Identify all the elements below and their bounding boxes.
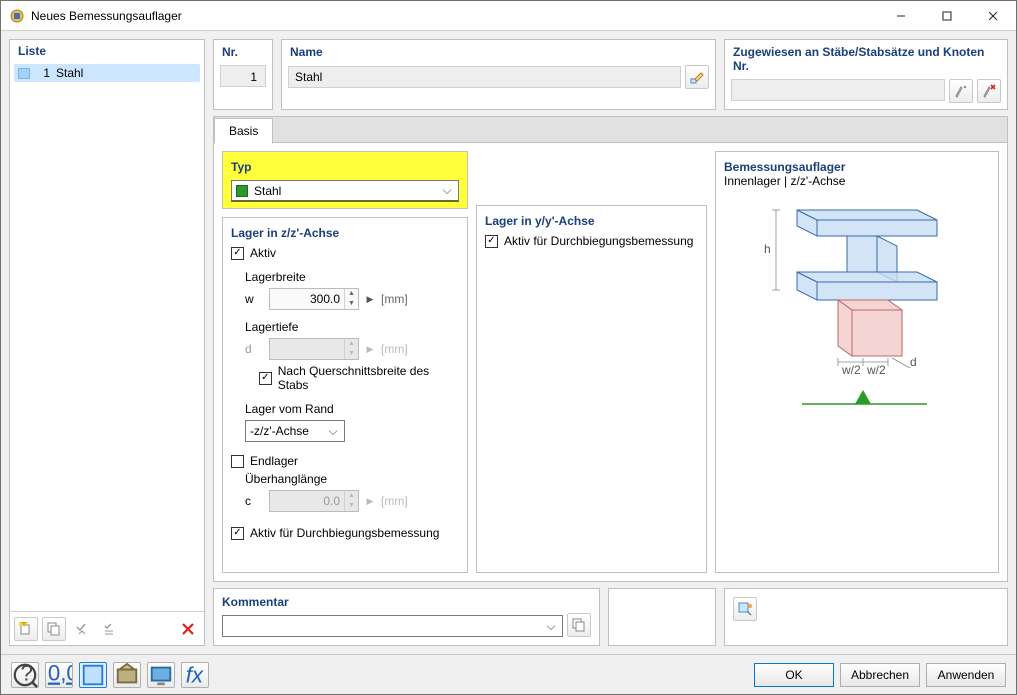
nach-stab-checkbox[interactable]: Nach Querschnittsbreite des Stabs [259, 364, 459, 392]
lager-z-title: Lager in z/z'-Achse [231, 226, 459, 240]
typ-title: Typ [231, 160, 459, 174]
edit-name-button[interactable] [685, 65, 709, 89]
w-play-icon[interactable]: ▶ [365, 294, 375, 305]
lagerbreite-label: Lagerbreite [245, 270, 459, 284]
svg-text:w/2: w/2 [841, 363, 861, 377]
w-input[interactable]: 300.0▲▼ [269, 288, 359, 310]
lager-vom-rand-label: Lager vom Rand [245, 402, 459, 416]
rand-dropdown[interactable]: -z/z'-Achse⌵ [245, 420, 345, 442]
units-button[interactable]: 0,00 [45, 662, 73, 688]
delete-button[interactable] [176, 617, 200, 641]
nr-label: Nr. [214, 40, 272, 63]
typ-color-swatch [236, 185, 248, 197]
c-play-icon: ▶ [365, 496, 375, 507]
preview-subtitle: Innenlager | z/z'-Achse [724, 174, 990, 188]
d-input: ▲▼ [269, 338, 359, 360]
help-button[interactable]: ? [11, 662, 39, 688]
w-label: w [245, 292, 263, 306]
ueberhang-label: Überhanglänge [245, 472, 459, 486]
svg-text:0,00: 0,00 [48, 662, 72, 686]
name-label: Name [282, 40, 715, 63]
d-unit: [mm] [381, 342, 408, 356]
view-button[interactable] [79, 662, 107, 688]
window-title: Neues Bemessungsauflager [31, 9, 878, 23]
copy-button[interactable] [42, 617, 66, 641]
cancel-button[interactable]: Abbrechen [840, 663, 920, 687]
d-label: d [245, 342, 263, 356]
typ-dropdown[interactable]: Stahl ⌵ [231, 180, 459, 202]
c-input: 0.0▲▼ [269, 490, 359, 512]
name-input[interactable] [288, 66, 681, 88]
list-item[interactable]: 1 Stahl [14, 64, 200, 82]
comment-dropdown[interactable]: ⌵ [222, 615, 563, 637]
aktiv-durchbiegung-y-checkbox[interactable]: Aktiv für Durchbiegungsbemessung [485, 234, 698, 248]
endlager-checkbox[interactable]: Endlager [231, 454, 459, 468]
list-item-number: 1 [36, 66, 50, 80]
assign-label: Zugewiesen an Stäbe/Stabsätze und Knoten… [725, 40, 1007, 77]
d-play-icon: ▶ [365, 344, 375, 355]
w-unit: [mm] [381, 292, 408, 306]
preview-diagram: h [724, 194, 990, 564]
svg-text:d: d [910, 355, 917, 369]
screen-button[interactable] [147, 662, 175, 688]
apply-button[interactable]: Anwenden [926, 663, 1006, 687]
close-button[interactable] [970, 1, 1016, 30]
tab-basis[interactable]: Basis [214, 118, 273, 144]
aktiv-checkbox[interactable]: Aktiv [231, 246, 459, 260]
c-unit: [mm] [381, 494, 408, 508]
comment-copy-button[interactable] [567, 613, 591, 637]
check-down-button[interactable] [70, 617, 94, 641]
svg-text:w/2: w/2 [866, 363, 886, 377]
function-button[interactable]: fx [181, 662, 209, 688]
minimize-button[interactable] [878, 1, 924, 30]
maximize-button[interactable] [924, 1, 970, 30]
lagertiefe-label: Lagertiefe [245, 320, 459, 334]
check-list-button[interactable] [98, 617, 122, 641]
lager-y-title: Lager in y/y'-Achse [485, 214, 698, 228]
preview-title: Bemessungsauflager [724, 160, 990, 174]
nr-value[interactable]: 1 [220, 65, 266, 87]
typ-value: Stahl [254, 184, 434, 198]
color-swatch [18, 68, 30, 79]
svg-text:fx: fx [186, 662, 204, 687]
svg-text:?: ? [21, 662, 33, 686]
render-button[interactable] [113, 662, 141, 688]
new-button[interactable]: ✦ [14, 617, 38, 641]
list-item-label: Stahl [56, 66, 83, 80]
clear-members-button[interactable] [977, 79, 1001, 103]
sidebar-header: Liste [10, 40, 204, 62]
svg-text:✦: ✦ [19, 622, 29, 630]
ok-button[interactable]: OK [754, 663, 834, 687]
pick-members-button[interactable] [949, 79, 973, 103]
chevron-down-icon: ⌵ [440, 183, 454, 198]
svg-text:h: h [764, 242, 771, 256]
c-label: c [245, 494, 263, 508]
app-icon [9, 8, 25, 24]
comment-label: Kommentar [222, 593, 591, 613]
preview-options-button[interactable] [733, 597, 757, 621]
aktiv-durchbiegung-z-checkbox[interactable]: Aktiv für Durchbiegungsbemessung [231, 526, 459, 540]
assign-input[interactable] [731, 79, 945, 101]
